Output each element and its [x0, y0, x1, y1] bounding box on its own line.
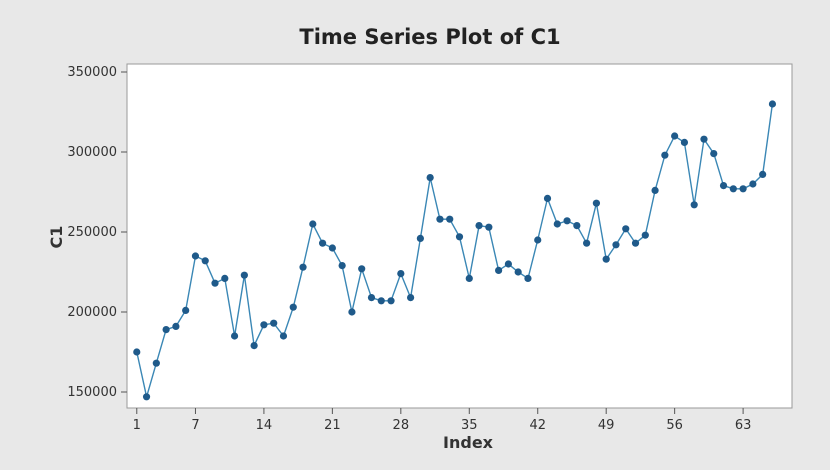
data-point [612, 241, 620, 249]
data-point [671, 132, 679, 140]
data-point [426, 174, 434, 182]
data-point [230, 332, 239, 340]
x-tick-label: 21 [324, 418, 341, 433]
data-point [768, 100, 777, 108]
data-point [387, 297, 395, 305]
data-point [182, 306, 190, 314]
data-point [260, 321, 268, 329]
x-tick-label: 14 [256, 418, 273, 433]
y-axis-title: C1 [47, 226, 66, 249]
data-point [573, 222, 581, 230]
data-point [543, 194, 552, 202]
data-point [270, 319, 278, 327]
data-point [142, 393, 151, 401]
data-point [592, 199, 601, 207]
x-tick-label: 28 [393, 418, 410, 433]
data-point [221, 274, 229, 282]
x-tick-label: 56 [666, 418, 683, 433]
data-point [299, 263, 307, 271]
data-point [583, 239, 591, 247]
data-point [661, 151, 669, 159]
data-point [318, 239, 327, 247]
data-point [534, 236, 542, 244]
data-point [377, 297, 385, 305]
data-point [338, 262, 346, 270]
data-point [739, 185, 747, 193]
data-point [446, 215, 454, 223]
data-point [631, 239, 640, 247]
data-point [485, 223, 493, 231]
data-point [416, 234, 424, 242]
data-point [348, 308, 356, 316]
series-markers [133, 100, 777, 401]
data-point [240, 271, 248, 279]
data-point [622, 225, 630, 233]
data-point [759, 170, 767, 178]
data-point [475, 222, 483, 230]
data-point [524, 274, 532, 282]
data-point [465, 274, 473, 282]
data-point [729, 185, 737, 193]
data-point [309, 220, 317, 228]
data-point [602, 255, 610, 263]
data-point [749, 180, 757, 188]
y-tick-label: 150000 [67, 385, 117, 400]
data-point [651, 186, 659, 194]
chart-title: Time Series Plot of C1 [299, 25, 560, 49]
x-tick-label: 7 [191, 418, 199, 433]
data-point [680, 138, 689, 146]
data-point [152, 359, 160, 367]
data-point [690, 201, 698, 209]
data-point [436, 215, 444, 223]
data-point [563, 217, 571, 225]
y-tick-label: 350000 [67, 65, 117, 80]
data-point [641, 231, 649, 239]
data-point [407, 294, 415, 302]
y-axis: 150000 200000 250000 300000 350000 [67, 65, 127, 400]
x-tick-label: 63 [735, 418, 752, 433]
data-point [367, 294, 376, 302]
data-point [495, 266, 503, 274]
data-point [504, 260, 512, 268]
data-point [710, 150, 718, 158]
data-point [191, 252, 200, 260]
data-point [201, 257, 209, 265]
data-point [162, 326, 170, 334]
x-axis-title: Index [443, 433, 494, 452]
data-point [553, 220, 561, 228]
y-tick-label: 300000 [67, 145, 117, 160]
data-point [719, 182, 728, 190]
x-tick-label: 42 [529, 418, 546, 433]
data-point [133, 348, 141, 356]
data-point [328, 244, 336, 252]
y-tick-label: 250000 [67, 225, 117, 240]
x-tick-label: 1 [133, 418, 141, 433]
y-tick-label: 200000 [67, 305, 117, 320]
data-point [279, 332, 288, 340]
x-tick-label: 49 [598, 418, 615, 433]
data-point [514, 268, 522, 276]
data-point [172, 322, 180, 330]
data-point [455, 233, 464, 241]
data-point [700, 135, 708, 143]
data-point [289, 303, 297, 311]
data-point [397, 270, 405, 278]
data-point [250, 342, 258, 350]
data-point [358, 265, 366, 273]
x-axis: 1 7 14 21 28 35 42 49 56 63 [133, 408, 752, 433]
x-tick-label: 35 [461, 418, 478, 433]
data-point [211, 279, 219, 287]
